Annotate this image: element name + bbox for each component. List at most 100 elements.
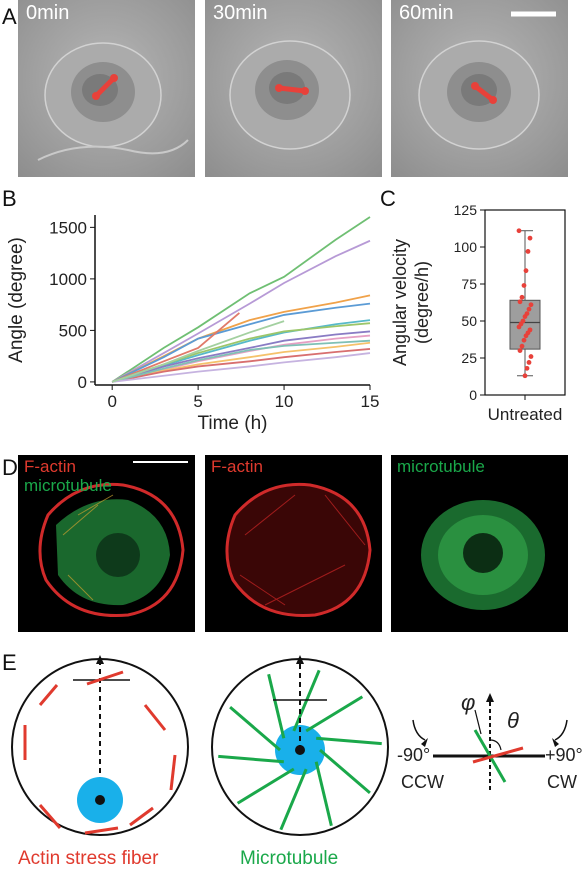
series-line [111,302,371,383]
actin-caption: Actin stress fiber [18,848,159,869]
data-point [519,294,525,300]
x-tick-label: 15 [361,392,380,411]
scale-bar [133,461,188,463]
timepoint-label: 0min [26,2,70,24]
series-line [111,239,371,383]
panel-label-c: C [380,186,396,211]
y-label-line2: (degree/h) [412,261,432,344]
y-tick-label: 0 [78,373,87,392]
f-actin-cell [225,482,372,618]
y-tick-label: 1000 [49,270,87,289]
data-point [526,306,532,312]
minus-90-label: -90° [397,745,431,765]
x-tick-label: 0 [107,392,116,411]
data-point [523,333,529,339]
series-line [112,348,371,383]
x-axis-label: Time (h) [197,413,267,434]
microtubule-cell [421,500,545,610]
theta-symbol: θ [507,708,519,733]
microtubule-image: microtubule [391,455,568,632]
f-actin-image: F-actin [205,455,382,632]
timepoint-label: 30min [213,2,268,24]
actin-schematic [11,655,189,836]
cw-label: CW [547,772,577,792]
microtubule-segment [229,706,281,752]
merge-labels: F-actin microtubule [24,457,112,495]
data-point [527,235,533,241]
y-axis-label: Angle (degree) [6,237,27,363]
data-point [521,283,527,288]
series-line [111,330,371,383]
series-line [111,320,285,383]
x-tick-label: 5 [193,392,202,411]
x-tick-label: 10 [275,392,294,411]
microtubule-segment [218,754,284,764]
data-point [516,324,522,330]
microtubule-segment [319,748,371,794]
data-point [523,268,529,274]
micrograph-60min: 60min [391,0,568,177]
merge-cell [38,482,185,618]
series-line [111,294,371,383]
micrograph-30min: 30min [205,0,382,177]
y-tick-label: 100 [454,239,478,255]
y-axis-label: Angular velocity (degree/h) [390,239,432,366]
microtubule-segment [236,767,295,805]
panel-label-b: B [2,186,17,211]
microtubule-caption: Microtubule [240,848,339,869]
data-point [522,373,528,379]
series-line [111,341,371,383]
series-line [111,312,240,383]
y-tick-label: 1500 [49,218,87,237]
y-tick-label: 75 [461,276,477,292]
series-line [111,339,371,383]
cell-image [418,40,540,150]
microtubule-segment [279,768,308,831]
data-point [526,360,532,365]
y-label-line1: Angular velocity [390,239,410,366]
x-tick-label: Untreated [488,405,563,424]
y-tick-label: 25 [461,350,477,366]
data-point [517,348,523,353]
y-tick-label: 0 [469,387,477,403]
micrograph-0min: 0min [18,0,195,177]
microtubule-segment [314,761,333,827]
angle-line-chart: 0 5 10 15 0 500 1000 1500 Time (h) Angle (degree) [6,215,380,434]
microtubule-title: microtubule [397,457,485,476]
microtubule-segment [305,695,364,733]
data-point [525,249,531,254]
y-tick-label: 500 [59,321,87,340]
data-point [522,314,528,319]
series-line [111,319,371,383]
data-point [524,365,530,371]
phi-symbol: φ [461,690,476,715]
angular-velocity-boxplot: 0 25 50 75 100 125 Untreated Angular velocity (d… [390,202,566,424]
data-point [528,354,534,359]
axis-marker [275,84,309,95]
data-point [519,343,525,349]
scale-bar [511,11,556,17]
microtubule-segment [316,736,382,746]
data-point [516,228,522,234]
microtubule-segment [267,673,286,739]
angle-legend: φ θ -90° +90° CCW CW [395,690,584,800]
angle-legend-drawing [412,693,568,790]
series-line [111,334,371,383]
axis-marker [471,82,497,104]
panel-label-e: E [2,650,17,675]
f-actin-title: F-actin [211,457,263,476]
data-point [517,299,523,305]
microtubule-label: microtubule [24,476,112,495]
series-line [111,216,371,383]
panel-label-d: D [2,455,18,480]
timepoint-label: 60min [399,2,454,24]
plus-90-label: +90° [545,745,583,765]
y-tick-label: 125 [454,202,478,218]
microtubule-schematic [211,655,389,836]
y-tick-label: 50 [461,313,477,329]
axis-marker [92,74,118,100]
data-point [528,302,534,308]
ccw-label: CCW [401,772,444,792]
data-point [521,337,527,343]
series-line [112,352,371,383]
